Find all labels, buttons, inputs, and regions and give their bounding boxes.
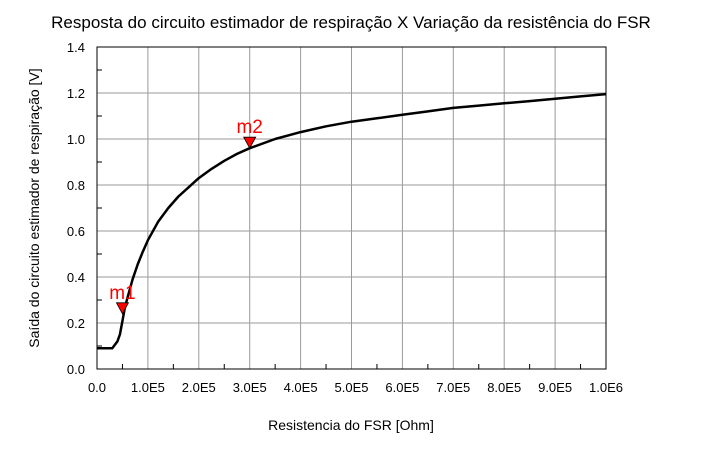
marker-m2 [243,136,257,150]
x-tick-label: 1.0E5 [131,380,165,395]
chart-title: Resposta do circuito estimador de respir… [51,13,651,32]
x-tick-label: 7.0E5 [436,380,470,395]
y-tick-label: 0.0 [67,362,85,377]
y-tick-label: 0.2 [67,316,85,331]
grid-layer [97,47,606,369]
y-tick-label: 0.6 [67,224,85,239]
x-tick-label: 9.0E5 [538,380,572,395]
marker-label-m1: m1 [109,283,135,304]
tick-layer: 0.0 1.0E5 2.0E5 3.0E5 4.0E5 5.0E5 6.0E5 7.0E5 8.… [67,40,623,395]
x-axis-label: Resistencia do FSR [Ohm] [268,417,434,433]
series-layer [97,92,607,350]
x-tick-label: 0.0 [88,380,106,395]
x-tick-label: 8.0E5 [487,380,521,395]
x-tick-label: 5.0E5 [335,380,369,395]
y-tick-label: 0.8 [67,178,85,193]
x-tick-label: 4.0E5 [284,380,318,395]
y-tick-label: 1.0 [67,132,85,147]
x-tick-label: 3.0E5 [233,380,267,395]
x-tick-label: 6.0E5 [385,380,419,395]
y-tick-label: 1.2 [67,86,85,101]
y-axis-label: Saída do circuito estimador de respiraçã… [26,68,42,347]
series-line [97,92,607,350]
plot-frame [96,46,607,370]
marker-label-m2: m2 [236,117,262,138]
marker-m1 [115,302,130,315]
y-tick-label: 0.4 [67,270,85,285]
x-tick-label: 1.0E6 [589,380,623,395]
marker-layer: m1 m2 [109,117,263,315]
x-tick-label: 2.0E5 [182,380,216,395]
y-tick-label: 1.4 [67,40,85,55]
